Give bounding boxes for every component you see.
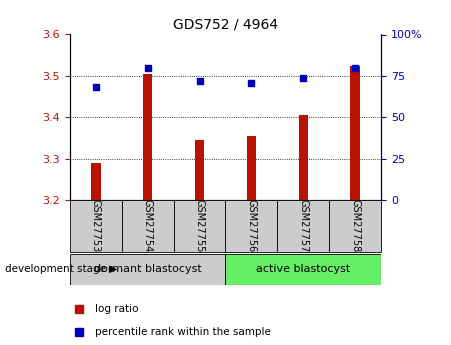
Text: GSM27757: GSM27757: [298, 199, 308, 253]
FancyBboxPatch shape: [70, 200, 122, 252]
Bar: [350, 66, 360, 200]
Text: GSM27755: GSM27755: [194, 199, 205, 253]
FancyBboxPatch shape: [277, 200, 329, 252]
FancyBboxPatch shape: [329, 200, 381, 252]
Text: GSM27753: GSM27753: [91, 199, 101, 253]
Bar: [247, 136, 256, 200]
FancyBboxPatch shape: [226, 200, 277, 252]
FancyBboxPatch shape: [226, 254, 381, 285]
Bar: [195, 140, 204, 200]
FancyBboxPatch shape: [174, 200, 226, 252]
Title: GDS752 / 4964: GDS752 / 4964: [173, 18, 278, 32]
FancyBboxPatch shape: [122, 200, 174, 252]
FancyBboxPatch shape: [70, 254, 226, 285]
Text: GSM27756: GSM27756: [246, 199, 257, 253]
Text: dormant blastocyst: dormant blastocyst: [94, 264, 202, 274]
Text: log ratio: log ratio: [95, 304, 138, 314]
Text: development stage ▶: development stage ▶: [5, 264, 117, 274]
Bar: [91, 163, 101, 200]
Text: GSM27754: GSM27754: [143, 199, 153, 253]
Text: percentile rank within the sample: percentile rank within the sample: [95, 327, 271, 337]
Text: active blastocyst: active blastocyst: [256, 264, 350, 274]
Text: GSM27758: GSM27758: [350, 199, 360, 253]
Bar: [143, 74, 152, 200]
Bar: [299, 115, 308, 200]
